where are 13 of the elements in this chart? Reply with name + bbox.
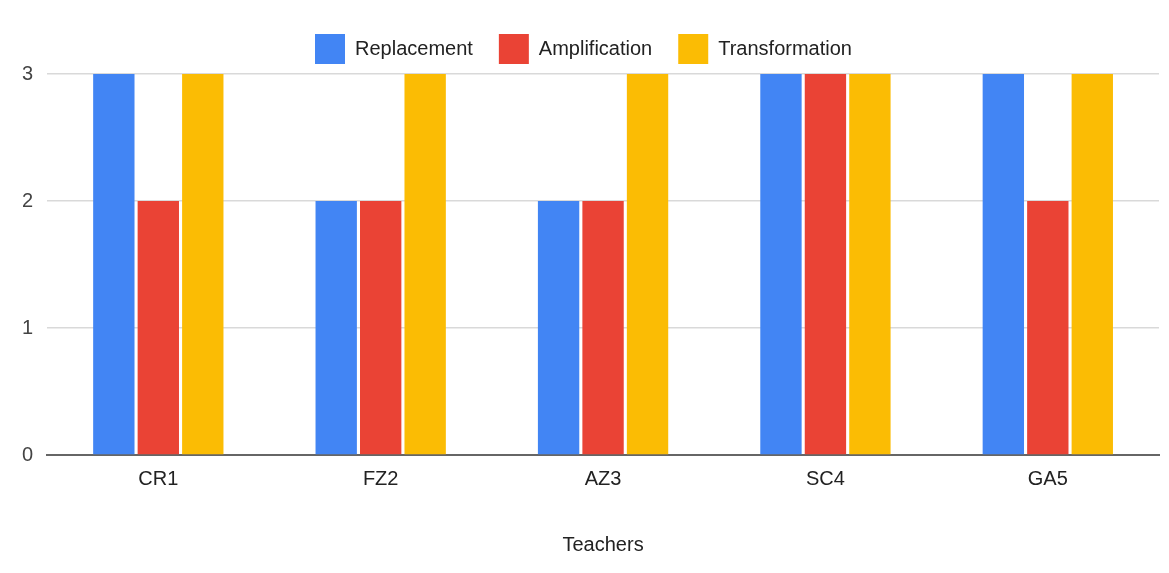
legend-label: Replacement	[355, 36, 474, 59]
y-tick-label: 2	[22, 188, 34, 211]
y-tick-label: 3	[22, 61, 34, 84]
x-tick-label: FZ2	[362, 466, 399, 489]
x-tick-label: AZ3	[584, 466, 622, 489]
x-tick-label: SC4	[805, 466, 845, 489]
legend-label: Transformation	[718, 36, 852, 59]
x-tick-label: CR1	[138, 466, 179, 489]
x-axis-title: Teachers	[562, 532, 644, 555]
legend-label: Amplification	[538, 36, 653, 59]
y-tick-label: 0	[22, 442, 34, 465]
x-tick-label: GA5	[1027, 466, 1068, 489]
y-tick-label: 1	[22, 315, 34, 338]
